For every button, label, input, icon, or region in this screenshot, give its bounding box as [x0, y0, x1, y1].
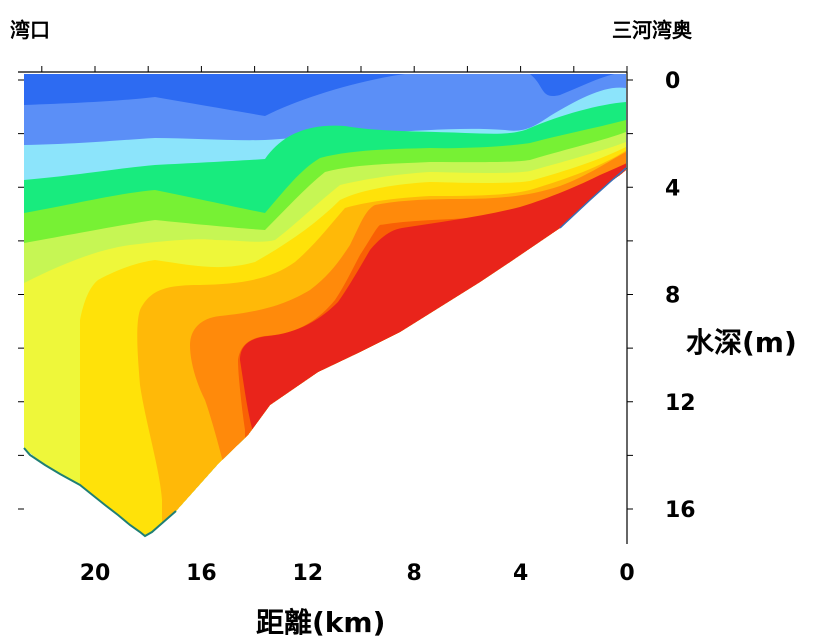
- x-tick-label: 4: [513, 561, 528, 586]
- y-tick-labels: 0 4 8 12 16: [665, 69, 696, 523]
- right-corner-label: 三河湾奥: [612, 18, 693, 42]
- x-tick-label: 12: [292, 561, 323, 586]
- y-tick-label: 8: [665, 284, 680, 309]
- x-tick-label: 20: [80, 561, 111, 586]
- y-axis-title: 水深(m): [686, 326, 797, 359]
- x-tick-label: 16: [186, 561, 217, 586]
- y-tick-label: 4: [665, 176, 680, 201]
- contour-fill-group: [20, 70, 630, 560]
- x-tick-label: 8: [407, 561, 422, 586]
- y-tick-label: 0: [665, 69, 680, 94]
- y-tick-label: 12: [665, 391, 696, 416]
- x-tick-labels: 20 16 12 8 4 0: [80, 561, 635, 586]
- x-axis-title: 距離(km): [256, 606, 385, 639]
- y-tick-label: 16: [665, 498, 696, 523]
- x-tick-label: 0: [619, 561, 634, 586]
- left-corner-label: 湾口: [10, 18, 50, 42]
